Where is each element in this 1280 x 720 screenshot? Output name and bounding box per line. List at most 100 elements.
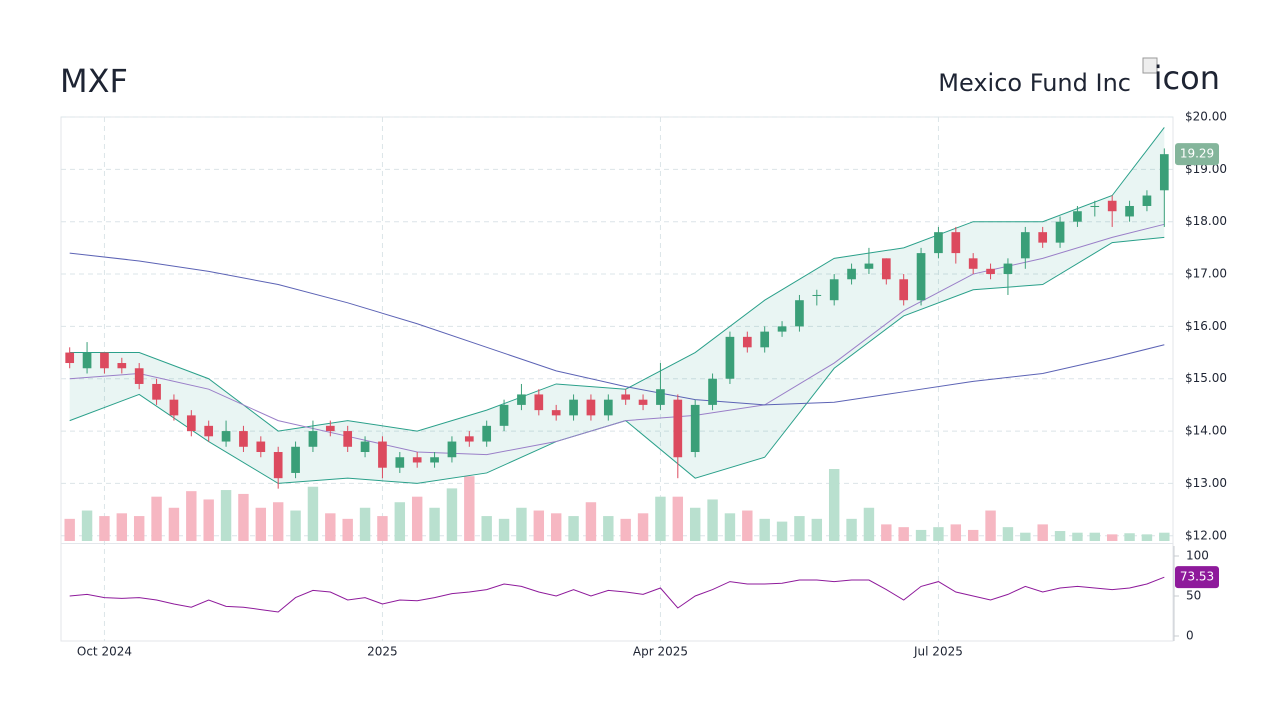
candle-body — [968, 258, 978, 269]
candle-body — [760, 331, 770, 348]
candle-body — [864, 263, 874, 269]
candle-body — [134, 368, 144, 384]
candle-body — [725, 336, 735, 379]
volume-bar — [950, 524, 962, 541]
volume-bar — [516, 507, 527, 541]
candle-body — [256, 441, 266, 453]
candle-body — [795, 300, 804, 327]
volume-bar — [637, 513, 649, 541]
volume-bar — [846, 518, 857, 541]
volume-bar — [742, 510, 753, 541]
candle-body — [1159, 154, 1169, 191]
volume-bar — [881, 524, 892, 541]
candle-body — [378, 441, 387, 468]
candle-body — [65, 352, 75, 364]
volume-bar — [359, 507, 371, 541]
candle-body — [742, 336, 752, 348]
volume-bar — [568, 516, 579, 541]
volume-bar — [707, 499, 718, 541]
volume-bar — [967, 529, 979, 541]
candle-body — [881, 258, 891, 280]
volume-bar — [464, 476, 475, 541]
candle-body — [499, 404, 509, 426]
bollinger-band-fill — [69, 127, 1165, 484]
icon-alt-text: icon — [1154, 59, 1220, 97]
volume-bar — [1159, 532, 1170, 541]
candle-body — [360, 441, 370, 453]
candle-body — [204, 425, 214, 437]
y-tick-label: $12.00 — [1185, 528, 1227, 542]
overlay-line — [69, 223, 1165, 456]
candle-body — [708, 378, 717, 405]
candle-body — [1142, 195, 1152, 206]
volume-bar — [933, 527, 944, 541]
volume-bar — [1089, 532, 1101, 541]
volume-bar — [898, 527, 909, 541]
volume-bar — [689, 507, 701, 541]
volume-bar — [533, 510, 545, 541]
volume-bar — [1072, 532, 1083, 541]
last-rsi-label: 73.53 — [1180, 570, 1214, 584]
candle-body — [221, 431, 231, 442]
rsi-tick-label: 50 — [1186, 589, 1201, 603]
volume-bar — [603, 516, 614, 541]
candle-body — [569, 399, 578, 416]
volume-bar — [99, 516, 110, 541]
candle-body — [186, 415, 196, 432]
candle-body — [916, 253, 926, 301]
volume-bar — [811, 518, 823, 541]
candle-body — [464, 436, 474, 442]
candle-body — [291, 446, 300, 473]
y-tick-label: $20.00 — [1185, 110, 1227, 124]
volume-bar — [863, 507, 875, 541]
volume-bar — [64, 518, 75, 541]
candle-body — [934, 232, 943, 254]
volume-bar — [168, 507, 180, 541]
candle-body — [169, 399, 179, 416]
x-tick-label: Jul 2025 — [913, 645, 963, 659]
volume-bar — [794, 516, 805, 541]
volume-bar — [116, 513, 128, 541]
candle-body — [986, 268, 995, 275]
candle-body — [899, 279, 909, 301]
y-tick-label: $15.00 — [1185, 371, 1227, 385]
volume-bar — [1141, 534, 1153, 541]
candle-body — [325, 425, 335, 432]
candle-body — [447, 441, 457, 458]
rsi-tick-label: 100 — [1186, 549, 1209, 563]
volume-bar — [585, 502, 597, 541]
candle-body — [551, 410, 561, 416]
x-tick-label: Oct 2024 — [77, 645, 132, 659]
volume-bar — [498, 518, 510, 541]
candle-body — [603, 399, 613, 416]
last-price-label: 19.29 — [1180, 147, 1214, 161]
candle-body — [812, 294, 822, 296]
candle-body — [1003, 263, 1013, 275]
candle-body — [621, 394, 631, 400]
volume-bar — [220, 490, 232, 541]
volume-bar — [759, 518, 770, 541]
volume-bar — [377, 516, 388, 541]
candle-body — [1125, 205, 1134, 217]
volume-bar — [238, 493, 249, 541]
volume-bar — [828, 469, 840, 541]
volume-bar — [151, 496, 162, 541]
candle-body — [1073, 211, 1082, 222]
candle-body — [586, 399, 596, 416]
volume-bar — [481, 516, 492, 541]
volume-bar — [411, 496, 423, 541]
volume-bar — [272, 502, 284, 541]
candle-body — [951, 232, 961, 254]
volume-bar — [620, 518, 631, 541]
candle-body — [412, 457, 422, 463]
volume-bar — [186, 491, 197, 541]
volume-bar — [307, 486, 319, 541]
volume-bar — [342, 518, 353, 541]
candle-body — [152, 383, 161, 400]
candle-body — [1107, 200, 1117, 212]
candle-body — [1020, 232, 1030, 259]
x-tick-label: Apr 2025 — [633, 645, 688, 659]
volume-bar — [133, 516, 145, 541]
volume-bar — [724, 513, 736, 541]
candle-body — [673, 399, 683, 458]
